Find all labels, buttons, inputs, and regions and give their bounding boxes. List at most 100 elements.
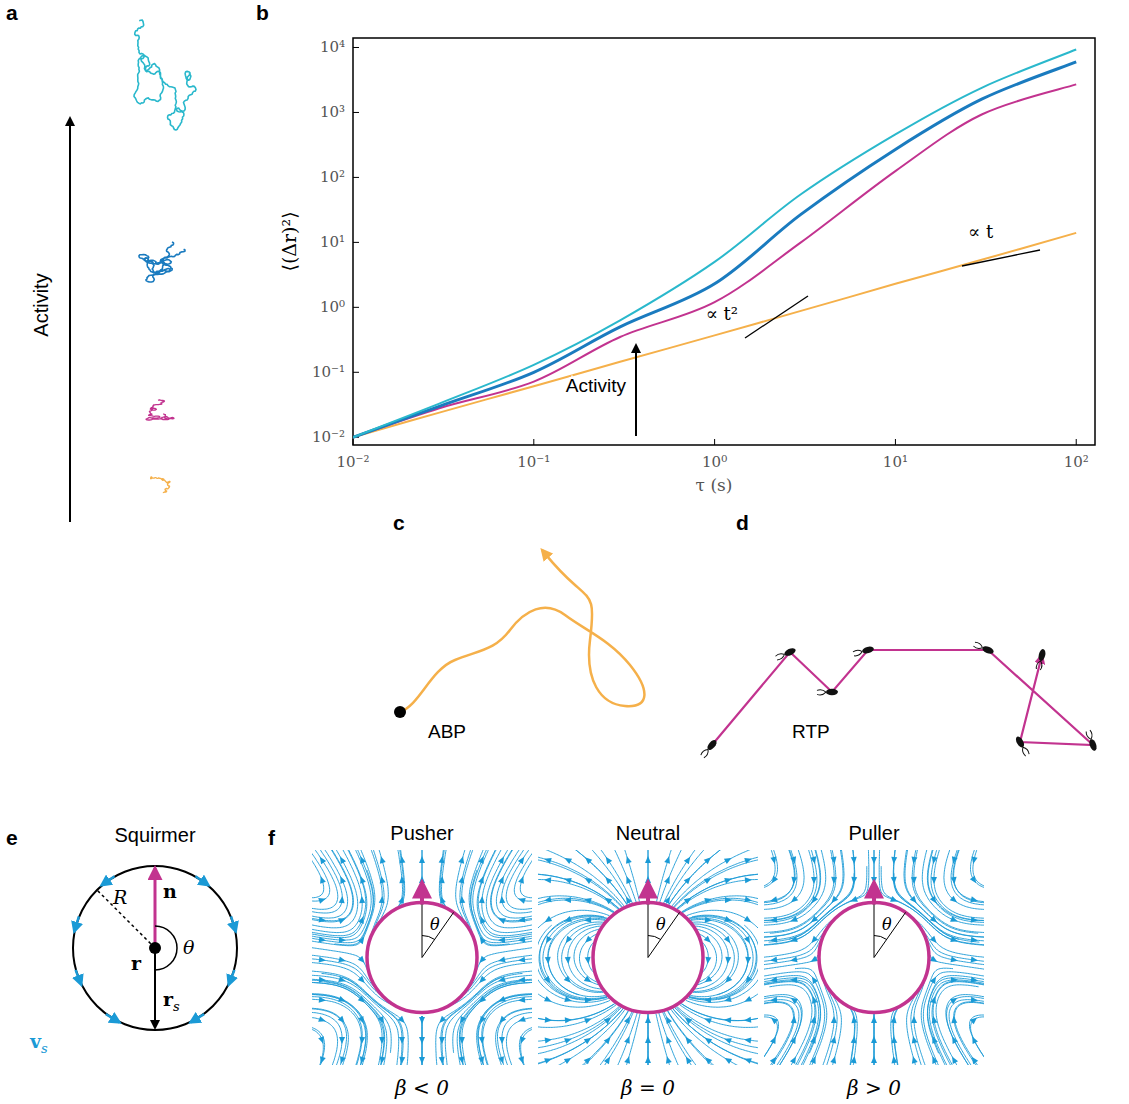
streamline — [491, 850, 532, 921]
bacterium — [700, 738, 718, 758]
streamline — [680, 1005, 758, 1028]
streamline-arrow — [584, 898, 592, 904]
y-tick — [353, 47, 359, 48]
flagella — [1021, 746, 1030, 756]
streamline-arrow — [498, 1056, 504, 1064]
streamline — [764, 850, 804, 910]
streamline-arrow — [564, 916, 572, 922]
streamline-arrow — [950, 896, 957, 903]
theta-arc — [648, 936, 661, 940]
streamline — [891, 1010, 896, 1065]
flow-field — [538, 850, 758, 1065]
y-tick-label: 10⁻¹ — [312, 363, 345, 381]
streamline — [923, 972, 984, 1065]
streamline-arrow — [439, 876, 445, 883]
streamline-arrow — [725, 1058, 733, 1064]
streamline-arrow — [645, 1056, 651, 1063]
streamline — [538, 896, 614, 912]
streamline-arrow — [725, 957, 731, 964]
streamline — [764, 1003, 794, 1066]
streamline — [469, 850, 532, 946]
streamline — [764, 982, 815, 1065]
streamline-arrow — [498, 856, 504, 864]
y-tick-label: 10⁰ — [320, 298, 345, 316]
label-rs-sub: s — [173, 999, 180, 1014]
streamline — [764, 850, 820, 921]
streamline — [312, 850, 348, 918]
streamline — [312, 870, 374, 943]
streamline-arrow — [851, 1036, 857, 1043]
streamline-arrow — [790, 956, 797, 962]
streamline — [764, 980, 819, 1065]
streamline — [520, 854, 532, 898]
streamline-arrow — [850, 896, 858, 902]
panel-title: Puller — [848, 822, 899, 844]
label-r: r — [131, 952, 142, 974]
streamline — [588, 850, 630, 904]
streamline-arrow — [971, 917, 978, 923]
y-tick — [353, 307, 359, 308]
squirmer-body — [593, 903, 703, 1013]
streamline — [312, 850, 338, 909]
streamline-arrow — [666, 1036, 672, 1044]
trajectory — [146, 400, 174, 420]
streamline-arrow — [419, 876, 425, 883]
streamline — [914, 850, 984, 933]
streamline-arrow — [605, 877, 612, 884]
streamline-arrow — [564, 976, 571, 983]
streamline — [656, 1014, 671, 1065]
streamline-arrow — [340, 856, 346, 864]
streamline — [538, 874, 619, 909]
surface-velocity — [74, 916, 79, 931]
streamline-arrow — [705, 917, 712, 923]
streamline — [538, 1004, 615, 1021]
streamline — [764, 955, 818, 970]
flagella — [853, 649, 863, 656]
streamline — [669, 850, 727, 904]
streamline — [462, 982, 532, 1065]
axis-line — [422, 903, 423, 958]
streamline — [764, 850, 834, 933]
streamline-arrow — [626, 876, 632, 884]
beta-label: β > 0 — [846, 1076, 901, 1100]
streamline-arrow — [972, 856, 978, 863]
streamline — [944, 850, 984, 910]
streamline-arrow — [585, 997, 592, 1003]
streamline — [951, 850, 984, 905]
streamline — [672, 1008, 758, 1064]
streamline — [550, 1009, 625, 1065]
orientation-vector — [872, 883, 876, 905]
y-tick — [353, 242, 359, 243]
streamline-arrow — [831, 896, 838, 903]
streamline-arrow — [499, 896, 505, 903]
trajectory — [150, 477, 170, 493]
surface-velocity — [76, 970, 82, 985]
streamline-arrow — [340, 1056, 346, 1064]
streamline — [478, 995, 532, 1066]
label-R: R — [112, 886, 127, 908]
streamline-arrow — [811, 936, 818, 943]
annotation: ∝ t² — [706, 303, 738, 324]
streamline-arrow — [705, 957, 711, 964]
streamline-arrow — [604, 1017, 611, 1024]
trajectory — [134, 20, 196, 130]
streamline-arrow — [810, 1036, 816, 1044]
streamline-arrow — [770, 856, 776, 863]
x-tick — [533, 439, 534, 445]
x-axis-title: τ (s) — [696, 475, 733, 495]
streamline — [764, 850, 821, 922]
figure: aActivityb10⁻²10⁻¹10⁰10¹10²10⁻²10⁻¹10⁰10… — [0, 0, 1129, 1104]
y-tick-label: 10⁻² — [312, 428, 345, 446]
theta-label: θ — [656, 915, 666, 934]
msd-curve — [353, 50, 1076, 438]
streamline — [324, 982, 385, 1065]
streamline — [931, 850, 984, 920]
streamline-arrow — [458, 856, 464, 864]
y-axis-title: ⟨(Δr)²⟩ — [278, 211, 300, 271]
streamline-arrow — [518, 977, 525, 983]
streamline-arrow — [744, 896, 751, 902]
plot-frame — [353, 38, 1095, 445]
streamline — [625, 1014, 640, 1065]
streamline — [312, 1012, 342, 1065]
panel-title: Pusher — [390, 822, 454, 844]
